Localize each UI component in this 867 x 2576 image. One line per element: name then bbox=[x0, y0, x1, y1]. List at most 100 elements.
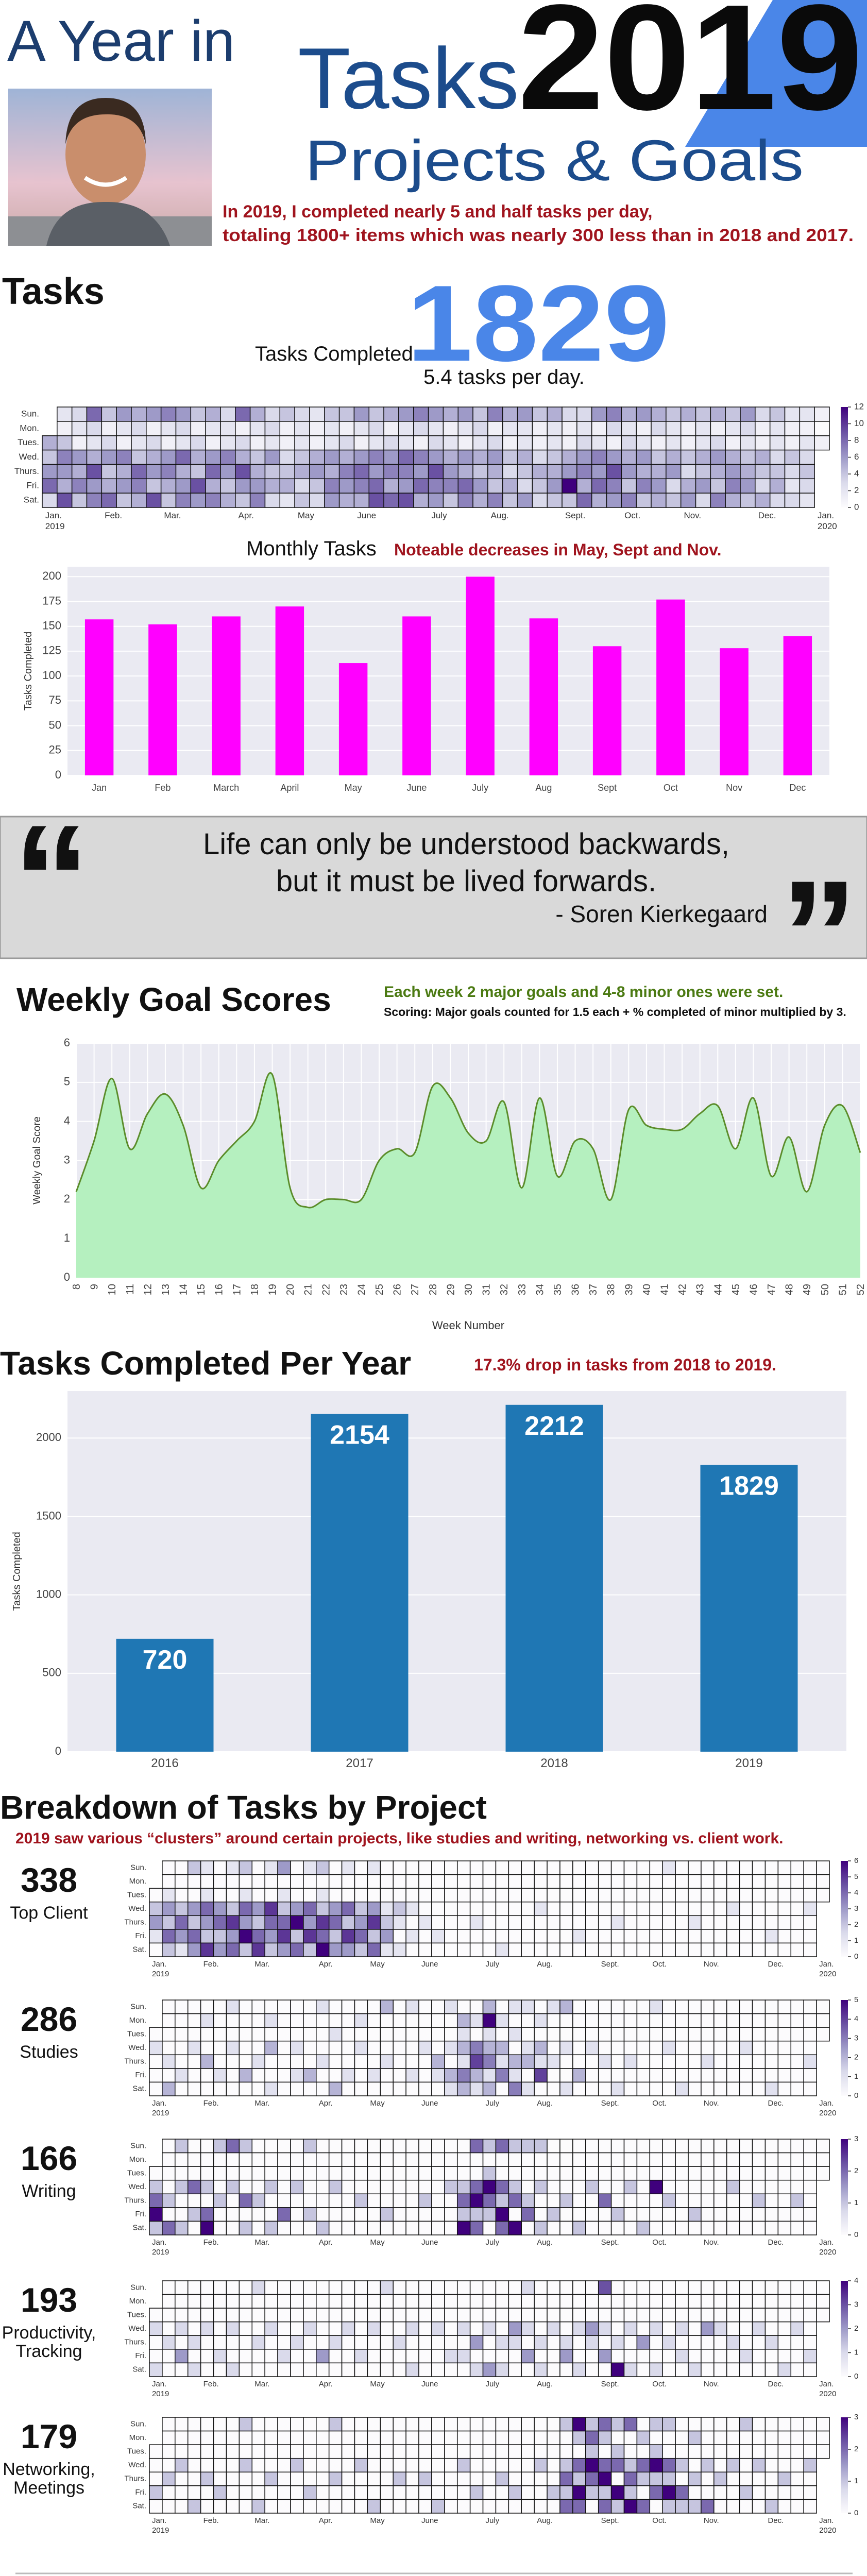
heatmap-cell bbox=[713, 1999, 727, 2014]
heatmap-cell bbox=[547, 2166, 560, 2181]
heatmap-cell bbox=[777, 2027, 792, 2042]
heatmap-cell bbox=[790, 2444, 804, 2459]
heatmap-cell bbox=[213, 2054, 227, 2069]
heatmap-cell bbox=[803, 2081, 817, 2096]
heatmap-cell bbox=[790, 2430, 804, 2445]
heatmap-cell bbox=[726, 2362, 740, 2377]
month-label: Aug. bbox=[491, 511, 509, 520]
heatmap-cell bbox=[405, 1874, 419, 1889]
heatmap-cell bbox=[777, 2166, 792, 2181]
heatmap-cell bbox=[606, 421, 622, 436]
heatmap-cell bbox=[131, 449, 147, 465]
heatmap-cell bbox=[264, 449, 281, 465]
heatmap-cell bbox=[367, 2081, 381, 2096]
heatmap-cell bbox=[784, 478, 801, 494]
colorbar-label: 1 bbox=[854, 2198, 858, 2207]
heatmap-cell bbox=[456, 1929, 471, 1944]
heatmap-cell bbox=[701, 2193, 715, 2208]
heatmap-cell bbox=[649, 2054, 663, 2069]
heatmap-cell bbox=[444, 2139, 458, 2154]
heatmap-cell bbox=[482, 2444, 497, 2459]
heatmap-cell bbox=[508, 2193, 522, 2208]
heatmap-cell bbox=[175, 2458, 189, 2473]
heatmap-cell bbox=[521, 1874, 535, 1889]
heatmap-cell bbox=[662, 2430, 676, 2445]
heatmap-cell bbox=[380, 2179, 394, 2195]
chart-note: Noteable decreases in May, Sept and Nov. bbox=[394, 540, 721, 559]
heatmap-cell bbox=[239, 2349, 252, 2364]
heatmap-cell bbox=[42, 449, 58, 465]
heatmap-cell bbox=[495, 2471, 509, 2486]
heatmap-cell bbox=[585, 2294, 599, 2309]
heatmap-cell bbox=[354, 2027, 368, 2042]
heatmap-cell bbox=[213, 1915, 227, 1930]
heatmap-cell bbox=[162, 2485, 176, 2500]
heatmap-cell bbox=[86, 464, 103, 480]
heatmap-cell bbox=[239, 2335, 252, 2350]
heatmap-cell bbox=[559, 2040, 573, 2056]
heatmap-cell bbox=[220, 478, 236, 494]
heatmap-cell bbox=[649, 2349, 663, 2364]
month-label: Aug. bbox=[537, 2516, 553, 2525]
heatmap-cell bbox=[598, 2417, 612, 2432]
heatmap-cell bbox=[205, 478, 221, 494]
heatmap-cell bbox=[598, 2152, 612, 2167]
heatmap-cell bbox=[739, 1874, 753, 1889]
heatmap-cell bbox=[175, 1942, 189, 1957]
heatmap-cell bbox=[380, 2013, 394, 2028]
heatmap-cell bbox=[469, 2179, 484, 2195]
heatmap-cell bbox=[469, 2081, 484, 2096]
heatmap-cell bbox=[495, 2040, 509, 2056]
heatmap-cell bbox=[803, 1860, 817, 1875]
heatmap-cell bbox=[502, 421, 518, 436]
heatmap-cell bbox=[482, 2054, 497, 2069]
heatmap-cell bbox=[393, 2013, 406, 2028]
heatmap-cell bbox=[585, 1915, 599, 1930]
heatmap-cell bbox=[482, 2362, 497, 2377]
heatmap-cell bbox=[303, 1874, 317, 1889]
day-label: Thurs. bbox=[124, 2475, 146, 2483]
heatmap-cell bbox=[431, 2417, 445, 2432]
heatmap-cell bbox=[585, 2458, 599, 2473]
heatmap-cell bbox=[532, 449, 548, 465]
heatmap-cell bbox=[469, 2321, 484, 2336]
heatmap-cell bbox=[790, 2362, 804, 2377]
heatmap-cell bbox=[701, 2294, 715, 2309]
colorbar-label: 6 bbox=[854, 1856, 858, 1865]
heatmap-cell bbox=[162, 2458, 176, 2473]
heatmap-cell bbox=[725, 464, 741, 480]
heatmap-cell bbox=[405, 1929, 419, 1944]
heatmap-cell bbox=[444, 2430, 458, 2445]
heatmap-cell bbox=[303, 2139, 317, 2154]
heatmap-cell bbox=[383, 435, 399, 451]
heatmap-cell bbox=[532, 435, 548, 451]
heatmap-cell bbox=[251, 2013, 265, 2028]
heatmap-cell bbox=[418, 1999, 432, 2014]
heatmap-cell bbox=[777, 2321, 792, 2336]
heatmap-cell bbox=[341, 2308, 355, 2323]
heatmap-cell bbox=[803, 2362, 817, 2377]
heatmap-cell bbox=[328, 2027, 343, 2042]
heatmap-cell bbox=[418, 2152, 432, 2167]
heatmap-cell bbox=[418, 2349, 432, 2364]
heatmap-cell bbox=[803, 2013, 817, 2028]
heatmap-cell bbox=[444, 2471, 458, 2486]
heatmap-cell bbox=[739, 2335, 753, 2350]
heatmap-cell bbox=[534, 2207, 548, 2222]
colorbar-label: 0 bbox=[854, 2091, 858, 2100]
heatmap-cell bbox=[598, 2499, 612, 2514]
heatmap-cell bbox=[572, 2068, 586, 2083]
x-tick-label: 8 bbox=[71, 1284, 82, 1290]
month-label: Feb. bbox=[203, 2099, 219, 2108]
heatmap-cell bbox=[456, 2430, 471, 2445]
heatmap-cell bbox=[353, 478, 370, 494]
heatmap-cell bbox=[752, 2362, 766, 2377]
heatmap-cell bbox=[636, 2308, 651, 2323]
heatmap-cell bbox=[495, 1860, 509, 1875]
heatmap-cell bbox=[487, 421, 503, 436]
heatmap-cell bbox=[701, 2417, 715, 2432]
heatmap-cell bbox=[405, 2417, 419, 2432]
heatmap-cell bbox=[726, 2221, 740, 2235]
heatmap-cell bbox=[472, 421, 488, 436]
heatmap-cell bbox=[149, 2471, 163, 2486]
